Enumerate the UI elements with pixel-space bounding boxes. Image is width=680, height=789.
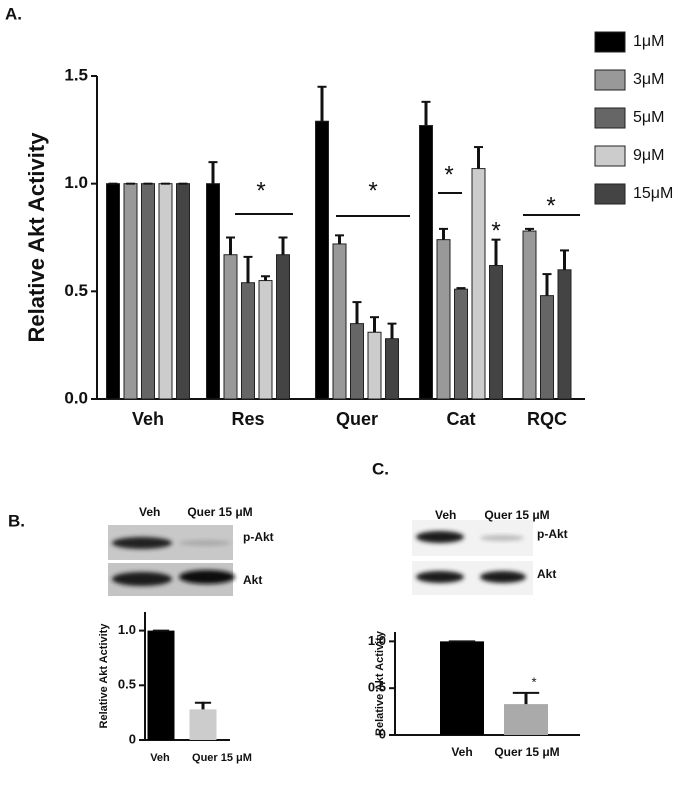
y-tick-label: 1.0 <box>118 622 136 637</box>
legend-swatch <box>594 69 626 91</box>
bar <box>106 183 120 400</box>
significance-marker: * <box>444 161 453 188</box>
x-tick-label: Cat <box>446 409 475 429</box>
x-tick-label: Veh <box>132 409 164 429</box>
bar <box>471 168 486 400</box>
significance-marker: * <box>200 698 205 713</box>
y-tick-label: 0.0 <box>64 388 88 407</box>
y-tick-label: 0 <box>129 731 136 746</box>
legend-swatch <box>594 145 626 167</box>
bar <box>557 269 572 400</box>
y-tick-label: 1.0 <box>368 633 386 648</box>
blot-band <box>480 571 526 583</box>
blot-band <box>480 535 524 541</box>
bar <box>276 254 290 400</box>
bar <box>350 323 364 400</box>
bar <box>241 282 255 400</box>
bar <box>147 630 175 740</box>
bar <box>158 183 173 400</box>
bar <box>540 295 554 400</box>
significance-marker: * <box>531 674 536 689</box>
bar <box>419 125 433 400</box>
legend-swatch <box>594 107 626 129</box>
panel-label: A. <box>5 4 22 23</box>
y-tick-label: 0 <box>379 726 386 741</box>
bar <box>206 183 220 400</box>
bar <box>223 254 238 400</box>
y-tick-label: 0.5 <box>118 677 136 692</box>
bar <box>176 183 190 400</box>
blot-lane-label: Veh <box>139 505 160 519</box>
panel-label: C. <box>372 459 389 478</box>
bar <box>454 288 468 400</box>
y-tick-label: 1.5 <box>64 65 88 84</box>
x-tick-label: RQC <box>527 409 567 429</box>
bar <box>504 704 548 735</box>
x-tick-label: Quer 15 μM <box>494 745 559 759</box>
significance-marker: * <box>368 177 377 204</box>
bar <box>367 331 382 400</box>
legend-label: 3μM <box>633 71 664 88</box>
x-tick-label: Veh <box>150 752 170 764</box>
bar <box>189 709 217 740</box>
y-tick-label: 1.0 <box>64 173 88 192</box>
significance-marker: * <box>491 217 500 244</box>
significance-marker: * <box>546 192 555 219</box>
bar <box>123 183 138 400</box>
x-tick-label: Quer 15 μM <box>192 752 252 764</box>
blot-lane-label: Quer 15 μM <box>484 508 549 522</box>
bar <box>315 120 329 400</box>
bar <box>436 239 451 400</box>
legend-label: 1μM <box>633 33 664 50</box>
blot-row-label: Akt <box>537 567 556 581</box>
blot-lane-label: Veh <box>435 508 456 522</box>
blot-band <box>112 537 172 549</box>
legend-swatch <box>594 31 626 53</box>
blot-row-label: Akt <box>243 573 262 587</box>
significance-marker: * <box>256 177 265 204</box>
blot-band <box>179 570 235 584</box>
legend-label: 15μM <box>633 185 673 202</box>
blot-band <box>416 571 464 583</box>
western-blot <box>108 525 235 596</box>
blot-lane-label: Quer 15 μM <box>187 505 252 519</box>
x-tick-label: Veh <box>451 745 472 759</box>
blot-row-label: p-Akt <box>537 527 568 541</box>
western-blot <box>412 520 533 595</box>
x-tick-label: Quer <box>336 409 378 429</box>
panel-label: B. <box>8 511 25 530</box>
y-axis-label: Relative Akt Activity <box>24 132 49 343</box>
blot-row-label: p-Akt <box>243 530 274 544</box>
bar <box>141 183 155 400</box>
blot-band <box>179 540 231 546</box>
blot-band <box>416 531 464 543</box>
bar <box>440 641 484 735</box>
legend-swatch <box>594 183 626 205</box>
bar <box>385 338 399 400</box>
legend-label: 5μM <box>633 109 664 126</box>
y-axis-label: Relative Akt Activity <box>374 630 386 736</box>
legend-label: 9μM <box>633 147 664 164</box>
y-axis-label: Relative Akt Activity <box>98 623 110 729</box>
bar <box>489 264 503 400</box>
bar <box>522 230 537 400</box>
y-tick-label: 0.5 <box>64 281 88 300</box>
blot-band <box>112 572 172 586</box>
x-tick-label: Res <box>231 409 264 429</box>
bar <box>258 280 273 400</box>
y-tick-label: 0.5 <box>368 680 386 695</box>
bar <box>332 243 347 400</box>
